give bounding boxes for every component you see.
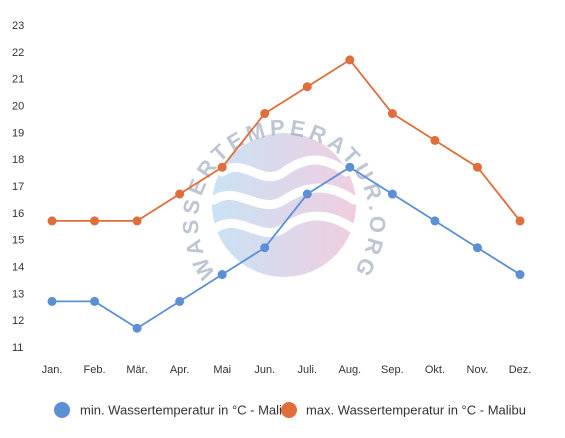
y-tick-label: 20	[12, 101, 24, 113]
y-tick-label: 13	[12, 288, 24, 300]
series-line-0	[52, 166, 521, 330]
legend-item-max[interactable]: max. Wassertemperatur in °C - Malibu	[281, 402, 526, 418]
series-point-0[interactable]	[47, 296, 57, 306]
y-tick-label: 22	[12, 47, 24, 59]
series-point-0[interactable]	[387, 189, 397, 199]
series-point-1[interactable]	[132, 216, 142, 226]
series-point-0[interactable]	[472, 243, 482, 253]
legend-marker-min	[54, 402, 70, 418]
series-point-1[interactable]	[175, 189, 185, 199]
series-point-0[interactable]	[430, 216, 440, 226]
y-axis: 11 12 13 14 15 16 17 18 19 20 21 22 23	[12, 20, 24, 354]
y-tick-label: 19	[12, 127, 24, 139]
x-tick-label: Okt.	[425, 364, 445, 376]
x-tick-label: Jun.	[254, 364, 275, 376]
y-tick-label: 18	[12, 154, 24, 166]
series-point-0[interactable]	[345, 162, 355, 172]
x-tick-label: Apr.	[170, 364, 190, 376]
series-point-1[interactable]	[217, 162, 227, 172]
y-tick-label: 17	[12, 181, 24, 193]
series-point-1[interactable]	[515, 216, 525, 226]
y-tick-label: 15	[12, 235, 24, 247]
series-point-1[interactable]	[472, 162, 482, 172]
y-tick-label: 14	[12, 262, 24, 274]
series-point-0[interactable]	[90, 296, 100, 306]
series-point-1[interactable]	[302, 82, 312, 92]
y-tick-label: 11	[12, 342, 23, 354]
x-tick-label: Jan.	[42, 364, 63, 376]
legend-label-min: min. Wassertemperatur in °C - Malibu	[80, 403, 296, 418]
y-tick-label: 21	[12, 74, 24, 86]
legend-item-min[interactable]: min. Wassertemperatur in °C - Malibu	[54, 402, 296, 418]
series-point-1[interactable]	[430, 135, 440, 145]
series-point-0[interactable]	[175, 296, 185, 306]
series-point-1[interactable]	[387, 109, 397, 119]
series-point-0[interactable]	[217, 270, 227, 280]
x-tick-label: Feb.	[84, 364, 106, 376]
series-point-1[interactable]	[345, 55, 355, 65]
series-point-1[interactable]	[90, 216, 100, 226]
series-layer	[47, 55, 525, 333]
watermark-logo: WASSERTEMPERATUR.ORG	[178, 115, 387, 285]
series-point-0[interactable]	[302, 189, 312, 199]
x-axis: Jan. Feb. Mär. Apr. Mai Jun. Juli. Aug. Sep. Okt.…	[42, 364, 532, 376]
x-tick-label: Sep.	[381, 364, 404, 376]
legend-label-max: max. Wassertemperatur in °C - Malibu	[306, 403, 526, 418]
y-tick-label: 12	[12, 315, 24, 327]
series-point-0[interactable]	[132, 323, 142, 333]
series-point-1[interactable]	[260, 109, 270, 119]
series-point-1[interactable]	[47, 216, 57, 226]
legend-marker-max	[281, 402, 297, 418]
x-tick-label: Aug.	[338, 364, 361, 376]
series-line-1	[52, 58, 521, 222]
legend: min. Wassertemperatur in °C - Malibu max…	[54, 402, 526, 418]
y-tick-label: 23	[12, 20, 24, 32]
y-tick-label: 16	[12, 208, 24, 220]
x-tick-label: Dez.	[509, 364, 532, 376]
x-tick-label: Mai	[213, 364, 231, 376]
x-tick-label: Juli.	[297, 364, 317, 376]
series-point-0[interactable]	[515, 270, 525, 280]
x-tick-label: Nov.	[467, 364, 489, 376]
x-tick-label: Mär.	[126, 364, 147, 376]
series-point-0[interactable]	[260, 243, 270, 253]
